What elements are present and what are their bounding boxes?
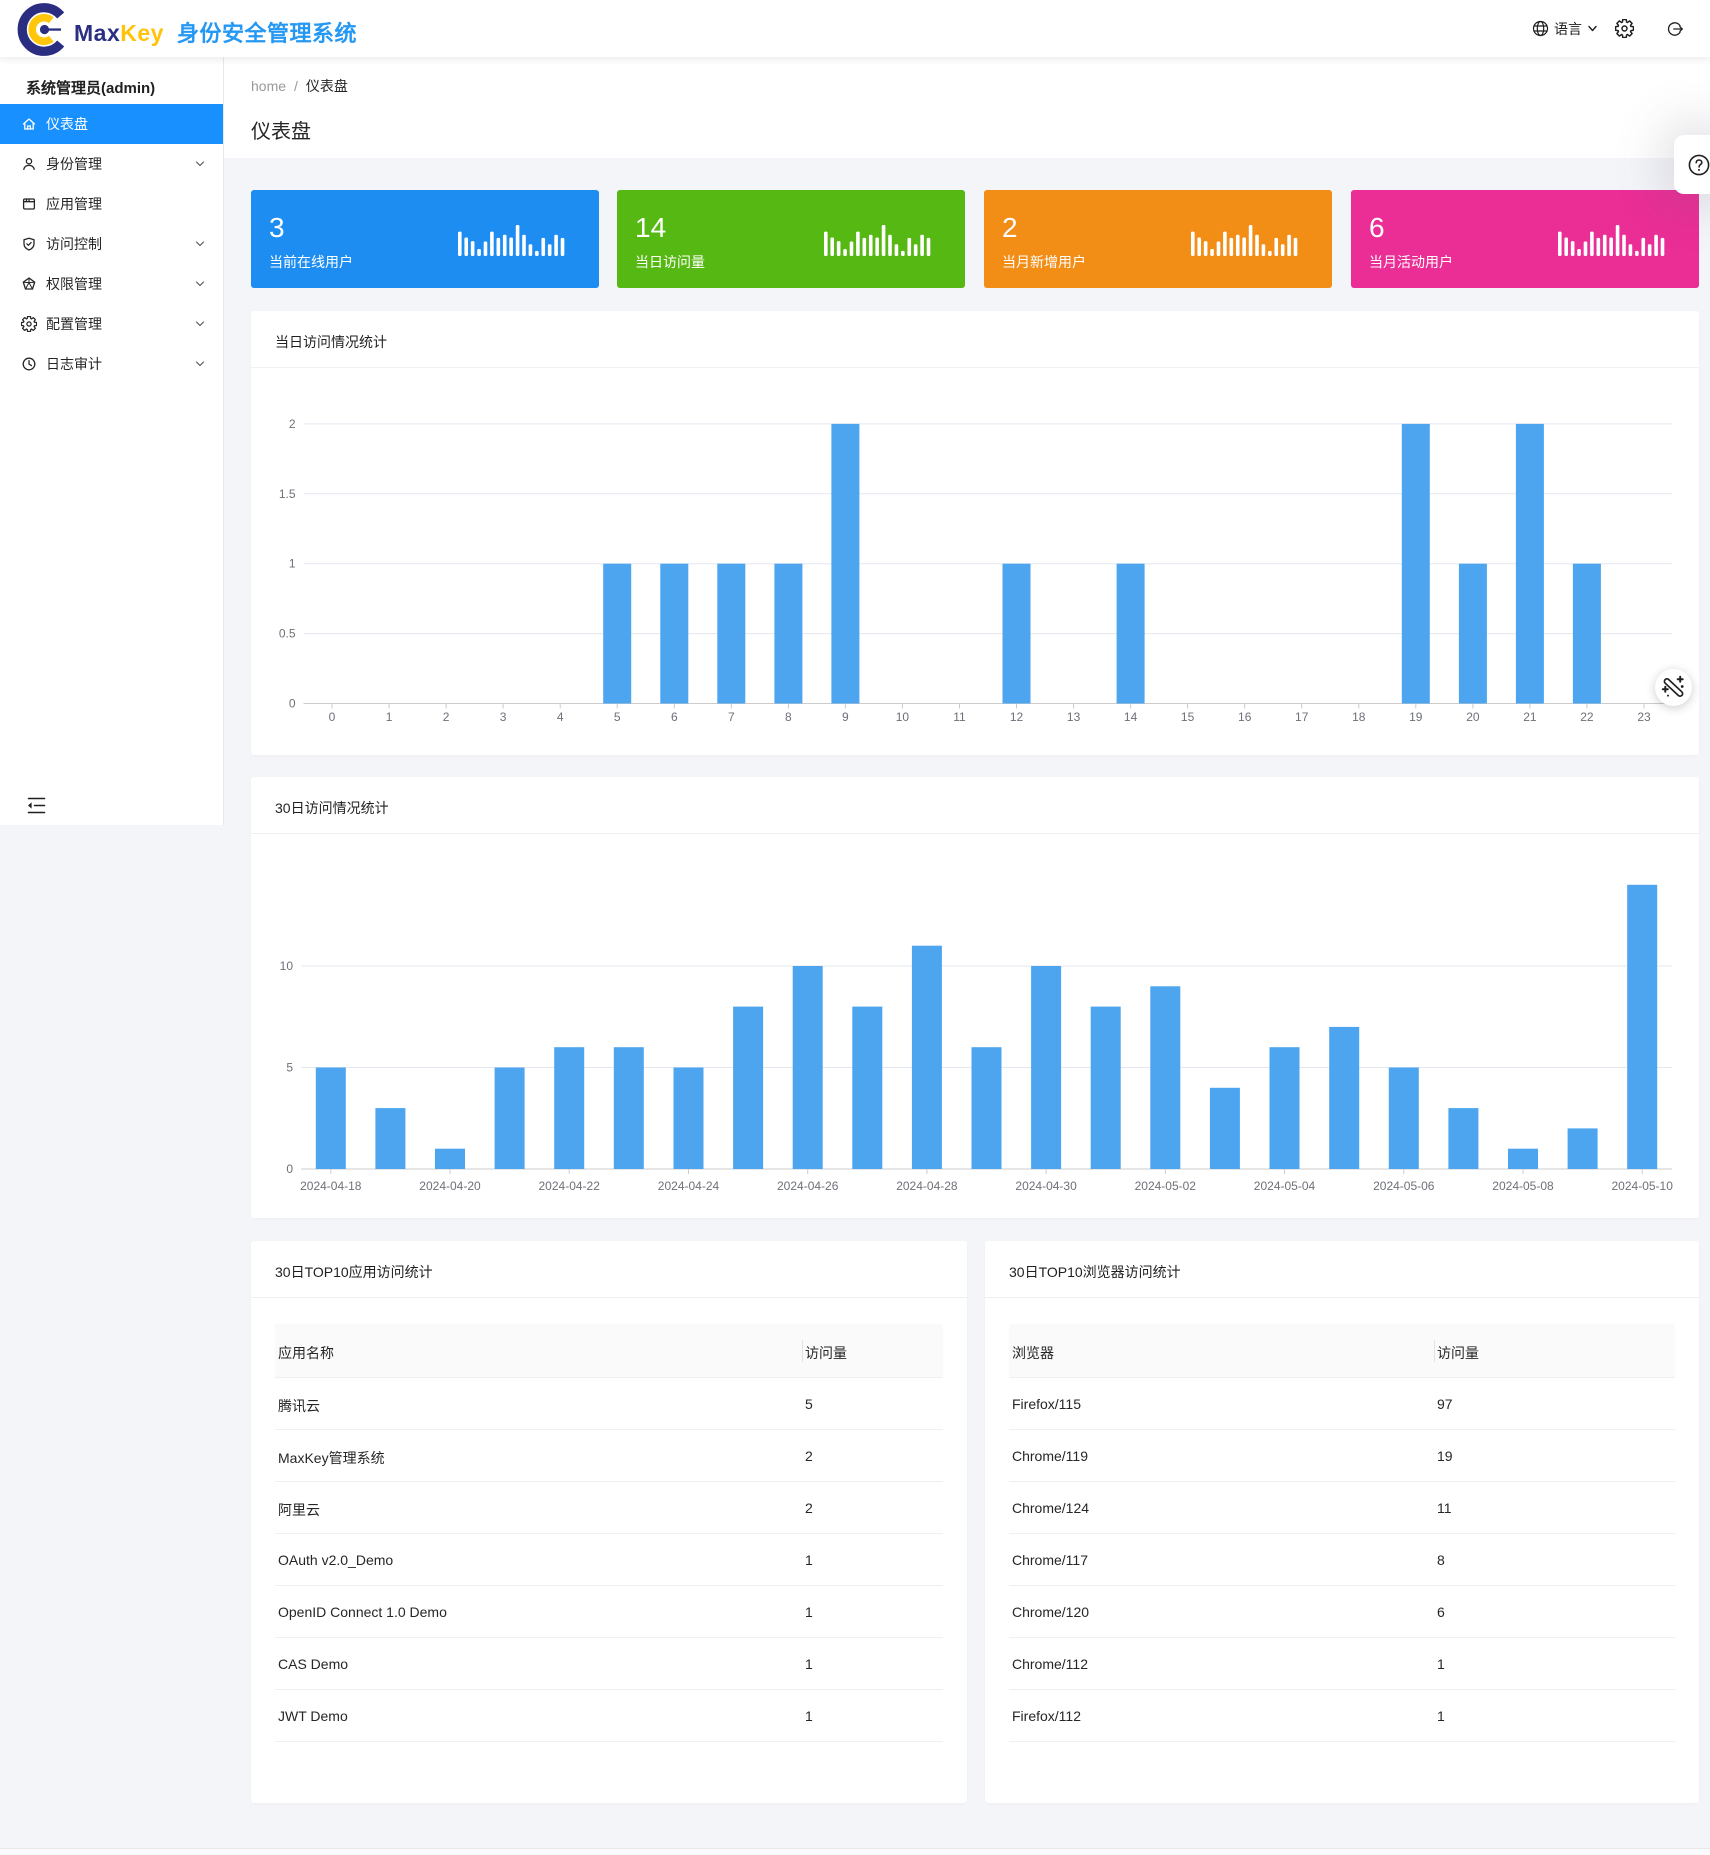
svg-text:1.5: 1.5 xyxy=(279,487,296,501)
svg-text:2024-05-04: 2024-05-04 xyxy=(1254,1179,1316,1193)
svg-text:2: 2 xyxy=(289,417,296,431)
svg-text:1: 1 xyxy=(289,557,296,571)
svg-text:12: 12 xyxy=(1010,710,1024,724)
svg-text:14: 14 xyxy=(1124,710,1138,724)
svg-text:2024-04-20: 2024-04-20 xyxy=(419,1179,481,1193)
svg-text:5: 5 xyxy=(614,710,621,724)
svg-text:2024-04-26: 2024-04-26 xyxy=(777,1179,839,1193)
svg-text:16: 16 xyxy=(1238,710,1252,724)
svg-text:9: 9 xyxy=(842,710,849,724)
svg-text:2024-04-22: 2024-04-22 xyxy=(539,1179,601,1193)
svg-text:19: 19 xyxy=(1409,710,1423,724)
svg-text:5: 5 xyxy=(286,1061,293,1075)
svg-text:2024-05-08: 2024-05-08 xyxy=(1492,1179,1554,1193)
svg-text:4: 4 xyxy=(557,710,564,724)
svg-text:2024-05-06: 2024-05-06 xyxy=(1373,1179,1435,1193)
svg-text:13: 13 xyxy=(1067,710,1081,724)
svg-text:2024-04-28: 2024-04-28 xyxy=(896,1179,958,1193)
svg-text:20: 20 xyxy=(1466,710,1480,724)
svg-text:2024-05-02: 2024-05-02 xyxy=(1135,1179,1197,1193)
svg-text:2024-04-24: 2024-04-24 xyxy=(658,1179,720,1193)
svg-text:0: 0 xyxy=(286,1162,293,1176)
svg-text:3: 3 xyxy=(500,710,507,724)
svg-text:23: 23 xyxy=(1637,710,1651,724)
svg-text:2024-05-10: 2024-05-10 xyxy=(1612,1179,1674,1193)
svg-text:10: 10 xyxy=(280,959,294,973)
svg-text:22: 22 xyxy=(1580,710,1594,724)
svg-text:21: 21 xyxy=(1523,710,1537,724)
svg-text:0: 0 xyxy=(289,697,296,711)
svg-text:18: 18 xyxy=(1352,710,1366,724)
svg-text:2024-04-30: 2024-04-30 xyxy=(1015,1179,1077,1193)
svg-text:0: 0 xyxy=(329,710,336,724)
svg-text:7: 7 xyxy=(728,710,735,724)
svg-text:17: 17 xyxy=(1295,710,1309,724)
svg-text:6: 6 xyxy=(671,710,678,724)
svg-text:2: 2 xyxy=(443,710,450,724)
svg-text:8: 8 xyxy=(785,710,792,724)
svg-text:15: 15 xyxy=(1181,710,1195,724)
svg-text:0.5: 0.5 xyxy=(279,627,296,641)
svg-text:10: 10 xyxy=(896,710,910,724)
svg-text:2024-04-18: 2024-04-18 xyxy=(300,1179,362,1193)
svg-text:11: 11 xyxy=(953,710,966,724)
svg-text:1: 1 xyxy=(386,710,393,724)
